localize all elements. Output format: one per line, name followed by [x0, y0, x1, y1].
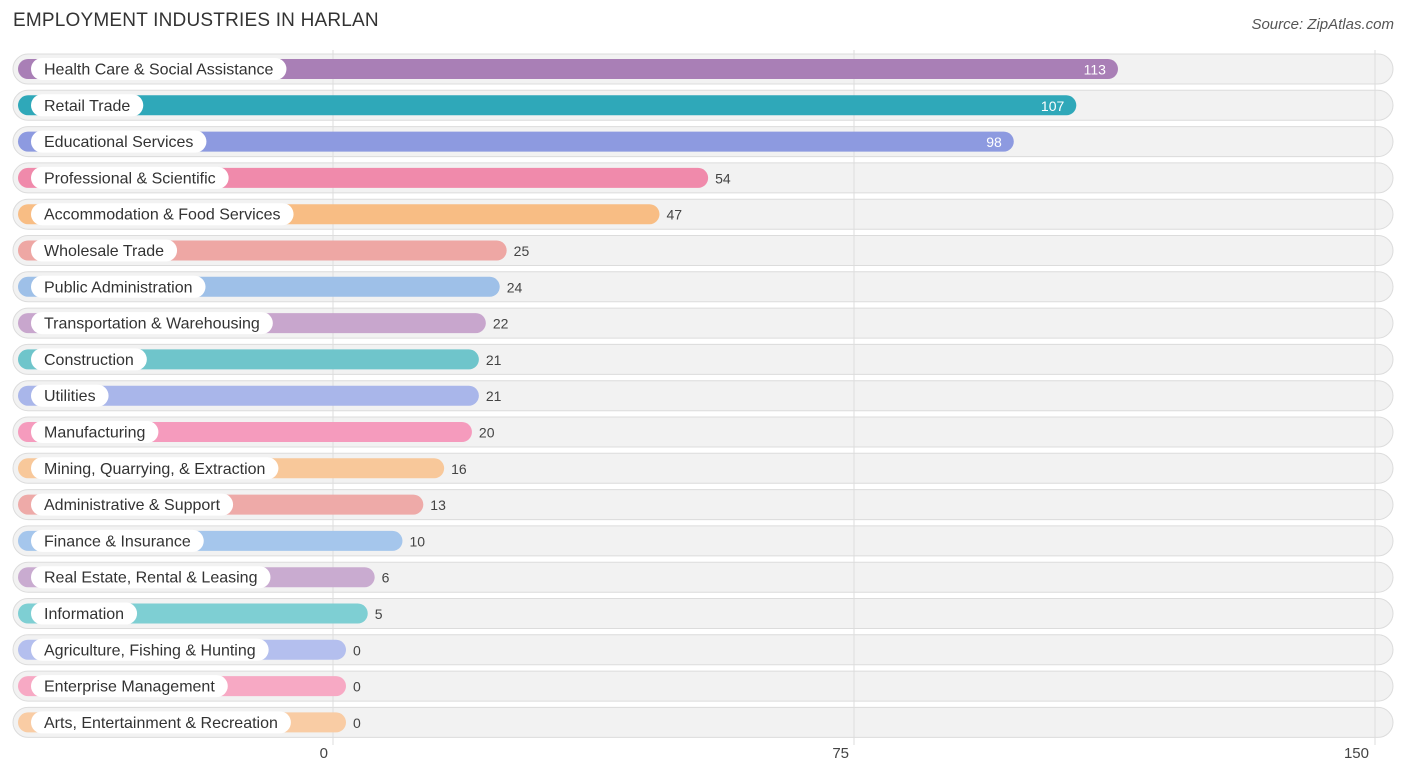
value-label: 0 — [353, 679, 361, 695]
label-pill — [31, 312, 273, 335]
value-label: 25 — [514, 243, 530, 259]
value-label: 5 — [375, 606, 383, 622]
x-tick-label: 75 — [832, 745, 849, 762]
label-pill — [31, 566, 271, 589]
row-background — [12, 634, 1394, 666]
category-label: Manufacturing — [44, 425, 145, 442]
value-label: 113 — [1084, 62, 1107, 78]
value-label: 22 — [493, 316, 509, 332]
label-pill — [31, 602, 138, 625]
category-label: Utilities — [44, 388, 96, 405]
label-pill — [31, 130, 207, 153]
value-label: 0 — [353, 642, 361, 658]
label-pill — [31, 348, 147, 371]
bar — [18, 385, 479, 406]
label-pill — [31, 638, 269, 661]
value-label: 10 — [409, 533, 425, 549]
category-label: Real Estate, Rental & Leasing — [44, 570, 257, 587]
value-label: 107 — [1041, 98, 1065, 114]
category-label: Information — [44, 606, 124, 623]
value-label: 47 — [666, 207, 682, 223]
bar — [18, 131, 1014, 152]
value-label: 21 — [486, 352, 502, 368]
category-label: Mining, Quarrying, & Extraction — [44, 461, 265, 478]
bar — [18, 59, 1118, 79]
label-pill — [31, 711, 291, 734]
label-pill — [31, 94, 144, 117]
value-label: 13 — [430, 497, 446, 513]
row-background — [12, 670, 1394, 702]
label-pill — [31, 239, 178, 262]
value-label: 54 — [715, 170, 731, 186]
label-pill — [31, 384, 109, 407]
row-background — [12, 706, 1394, 738]
value-label: 24 — [507, 279, 523, 295]
source-label: Source: ZipAtlas.com — [1251, 16, 1394, 33]
value-label: 20 — [479, 425, 495, 441]
category-label: Agriculture, Fishing & Hunting — [44, 642, 256, 659]
value-label: 0 — [353, 715, 361, 731]
label-pill — [31, 457, 279, 480]
category-label: Arts, Entertainment & Recreation — [44, 715, 278, 732]
category-label: Health Care & Social Assistance — [44, 62, 274, 79]
category-label: Transportation & Warehousing — [44, 316, 260, 333]
label-pill — [31, 493, 234, 516]
label-pill — [31, 58, 287, 80]
value-label: 21 — [486, 388, 502, 404]
value-label: 98 — [986, 134, 1002, 150]
label-pill — [31, 275, 206, 298]
category-label: Public Administration — [44, 279, 193, 296]
label-pill — [31, 675, 228, 698]
category-label: Finance & Insurance — [44, 533, 191, 550]
chart-title: EMPLOYMENT INDUSTRIES IN HARLAN — [13, 10, 379, 31]
category-label: Construction — [44, 352, 134, 369]
label-pill — [31, 166, 229, 189]
value-label: 6 — [382, 570, 390, 586]
x-tick-label: 150 — [1344, 745, 1369, 762]
category-label: Professional & Scientific — [44, 170, 216, 187]
label-pill — [31, 421, 159, 443]
category-label: Administrative & Support — [44, 497, 221, 514]
category-label: Retail Trade — [44, 98, 130, 115]
category-label: Educational Services — [44, 134, 193, 151]
label-pill — [31, 529, 204, 552]
bar — [18, 95, 1077, 116]
label-pill — [31, 203, 294, 226]
value-label: 16 — [451, 461, 467, 477]
category-label: Accommodation & Food Services — [44, 207, 281, 224]
x-tick-label: 0 — [320, 745, 328, 762]
category-label: Wholesale Trade — [44, 243, 164, 260]
category-label: Enterprise Management — [44, 679, 215, 696]
